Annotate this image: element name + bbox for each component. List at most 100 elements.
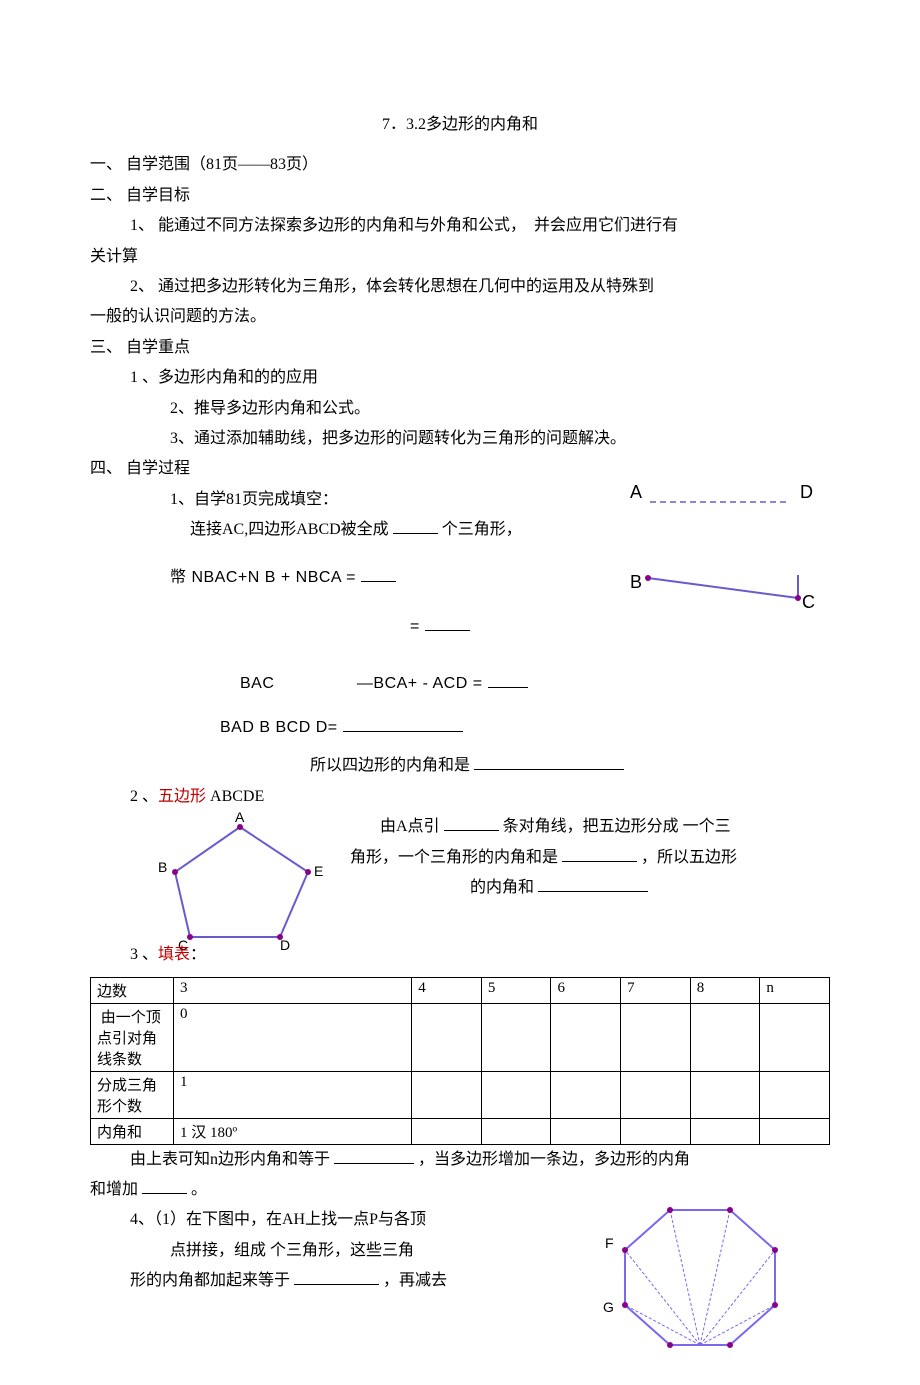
cell [690, 1118, 760, 1144]
q2-text: 由A点引 条对角线，把五边形分成 一个三 角形，一个三角形的内角和是 ，所以五边… [350, 812, 830, 903]
th-8: 8 [690, 977, 760, 1003]
q2-l2b: ，所以五边形 [641, 849, 737, 866]
eq3-text: BAD B BCD D= [220, 719, 338, 736]
blank [361, 565, 396, 582]
eq2-text: BAC —BCA+ - ACD = [240, 675, 483, 692]
q4-c: 形的内角都加起来等于 [130, 1272, 290, 1289]
r2-head: 分成三角形个数 [91, 1071, 174, 1118]
q2-body: A B C D E 由A点引 条对角线，把五边形分成 一个三 角形，一个三角形的… [90, 812, 830, 952]
label-G: G [603, 1299, 614, 1315]
blank [294, 1268, 379, 1285]
at-c: 和增加 [90, 1181, 138, 1198]
q1-last-pre: 所以四边形的内角和是 [310, 757, 470, 774]
line-BC [648, 578, 798, 598]
q3-num: 3 、 [130, 946, 158, 963]
r2-3: 1 [174, 1071, 412, 1118]
section-3: 三、 自学重点 [90, 333, 830, 363]
q2-line2: 角形，一个三角形的内角和是 ，所以五边形 [350, 843, 830, 873]
th-5: 5 [481, 977, 551, 1003]
cell [551, 1071, 621, 1118]
label-B: B [158, 859, 167, 875]
cell [621, 1118, 691, 1144]
octagon-outline [625, 1210, 775, 1345]
dot-C [795, 595, 801, 601]
r1-head: 由一个顶点引对角线条数 [91, 1003, 174, 1071]
pentagon-outline [175, 827, 308, 937]
th-4: 4 [412, 977, 482, 1003]
cell [481, 1071, 551, 1118]
q3-head: 3 、填表： [90, 940, 830, 970]
blank [562, 845, 637, 862]
cell [760, 1003, 830, 1071]
q4-block: 4、（1）在下图中，在AH上找一点P与各顶 点拼接，组成 个三角形，这些三角 形… [90, 1205, 830, 1345]
cell [412, 1071, 482, 1118]
label-C: C [802, 592, 815, 612]
table-row-anglesum: 内角和 1 汉 180º [91, 1118, 830, 1144]
cell [481, 1118, 551, 1144]
q2-line1: 由A点引 条对角线，把五边形分成 一个三 [350, 812, 830, 842]
q3-red: 填表 [158, 946, 190, 963]
cell [760, 1071, 830, 1118]
eq1-eq: = [410, 618, 420, 635]
blank [425, 614, 470, 631]
sec2-item2b: 一般的认识问题的方法。 [90, 302, 830, 332]
blank [488, 671, 528, 688]
q2-l2a: 角形，一个三角形的内角和是 [350, 849, 558, 866]
page: 7．3.2多边形的内角和 一、 自学范围（81页——83页） 二、 自学目标 1… [0, 0, 920, 1385]
pentagon-diagram: A B C D E [130, 812, 350, 952]
q4-d: ，再减去 [383, 1272, 447, 1289]
sec3-item1: 1 、多边形内角和的的应用 [90, 363, 830, 393]
cell [621, 1071, 691, 1118]
r1-3: 0 [174, 1003, 412, 1071]
blank [538, 875, 648, 892]
quadrilateral-diagram: A D B C [600, 480, 840, 625]
sec3-item3: 3、通过添加辅助线，把多边形的问题转化为三角形的问题解决。 [90, 424, 830, 454]
label-D: D [280, 937, 290, 953]
section-1: 一、 自学范围（81页——83页） [90, 150, 830, 180]
label-F: F [605, 1235, 614, 1251]
sec2-item1b: 关计算 [90, 242, 830, 272]
q2-l1a: 由A点引 [380, 818, 440, 835]
at-d: 。 [191, 1181, 207, 1198]
q2-head: 2 、五边形 ABCDE [90, 782, 830, 812]
octagon-diagram: F G [600, 1200, 800, 1365]
table-row-triangles: 分成三角形个数 1 [91, 1071, 830, 1118]
label-A: A [235, 809, 245, 825]
at-b: ，当多边形增加一条边，多边形的内角 [418, 1151, 690, 1168]
section-2: 二、 自学目标 [90, 181, 830, 211]
dot [172, 869, 178, 875]
q3-colon: ： [190, 946, 206, 963]
cell [760, 1118, 830, 1144]
q1b-post: 个三角形， [442, 521, 522, 538]
table-row-diagonals: 由一个顶点引对角线条数 0 [91, 1003, 830, 1071]
cell [690, 1071, 760, 1118]
cell [551, 1118, 621, 1144]
polygon-table: 边数 3 4 5 6 7 8 n 由一个顶点引对角线条数 0 分成三角形个数 1 [90, 977, 830, 1145]
cell [481, 1003, 551, 1071]
after-table-1: 由上表可知n边形内角和等于 ，当多边形增加一条边，多边形的内角 [90, 1145, 830, 1175]
r3-3: 1 汉 180º [174, 1118, 412, 1144]
sec3-item2: 2、推导多边形内角和公式。 [90, 394, 830, 424]
q2-red: 五边形 [158, 788, 206, 805]
blank [142, 1177, 187, 1194]
label-E: E [314, 863, 323, 879]
eq3: BAD B BCD D= [90, 713, 830, 743]
label-D: D [800, 482, 813, 502]
eq1-left: 幣 NBAC+N B + NBCA = [170, 569, 356, 586]
at-a: 由上表可知n边形内角和等于 [130, 1151, 330, 1168]
cell [621, 1003, 691, 1071]
cell [690, 1003, 760, 1071]
cell [412, 1003, 482, 1071]
dot-B [645, 575, 651, 581]
label-A: A [630, 482, 642, 502]
q2-tail: ABCDE [206, 788, 264, 805]
blank [444, 814, 499, 831]
eq2: BAC —BCA+ - ACD = [90, 669, 830, 699]
blank [474, 753, 624, 770]
sec2-item2: 2、 通过把多边形转化为三角形，体会转化思想在几何中的运用及从特殊到 [90, 272, 830, 302]
q1b-pre: 连接AC,四边形ABCD被全成 [190, 521, 389, 538]
blank [334, 1147, 414, 1164]
label-B: B [630, 572, 642, 592]
blank [393, 517, 438, 534]
q2-num: 2 、 [130, 788, 158, 805]
